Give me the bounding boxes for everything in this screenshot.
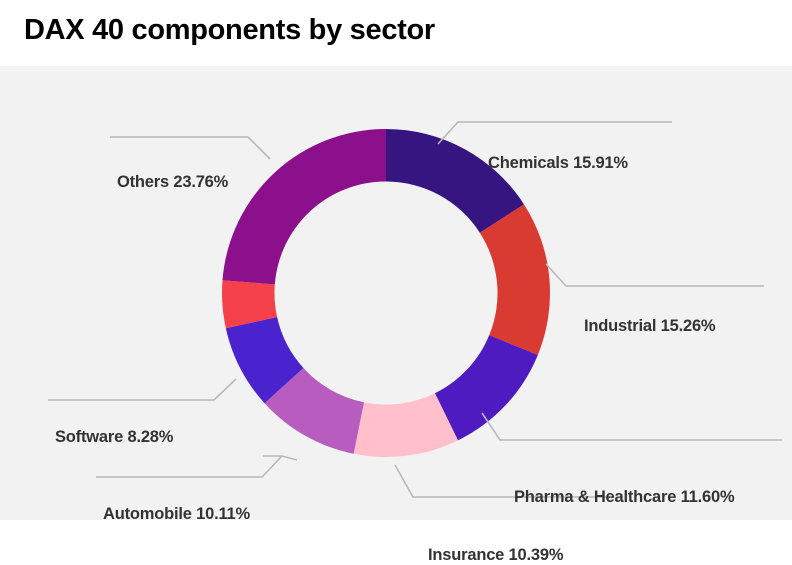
page-title: DAX 40 components by sector [24,14,435,46]
donut-slice-others[interactable] [222,129,386,285]
callout-label-pharma: Pharma & Healthcare 11.60% [514,488,735,506]
donut-slice-automobile[interactable] [264,367,365,454]
donut-slice-software[interactable] [225,316,304,404]
donut-chart [48,121,782,498]
chart-plot-area: Chemicals 15.91% Industrial 15.26% Pharm… [0,66,792,564]
leader-line-others [110,136,271,160]
leader-line-insurance [394,464,608,498]
callout-label-industrial: Industrial 15.26% [584,317,716,335]
donut-slices [221,129,550,458]
leader-lines [48,121,782,498]
callout-label-automobile: Automobile 10.11% [103,505,250,523]
leader-line-industrial [545,263,764,287]
callout-label-insurance: Insurance 10.39% [428,546,564,564]
chart-header: DAX 40 components by sector [0,0,792,66]
leader-line-automobile-tail [96,455,283,478]
leader-line-pharma [481,412,782,441]
donut-slice-chemicals[interactable] [386,129,524,233]
donut-slice-industrial[interactable] [479,204,550,355]
donut-slice-insurance[interactable] [353,393,458,458]
callout-label-others: Others 23.76% [117,173,229,191]
leader-line-chemicals [437,121,672,145]
donut-slice-pharma-healthcare[interactable] [434,335,538,441]
callout-label-chemicals: Chemicals 15.91% [488,154,628,172]
leader-line-software [48,378,237,401]
donut-slice-unlabeled[interactable] [221,280,278,329]
callout-label-software: Software 8.28% [55,428,174,446]
